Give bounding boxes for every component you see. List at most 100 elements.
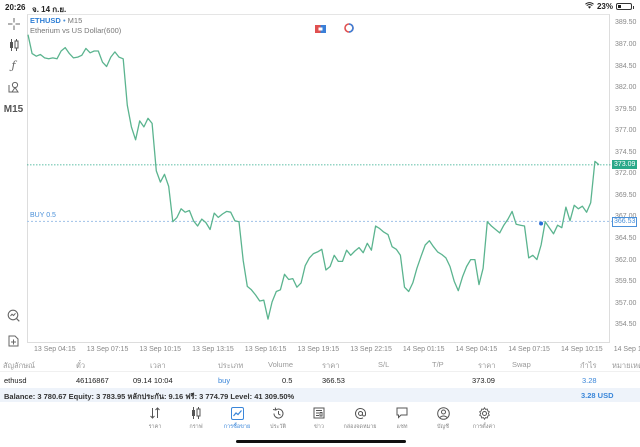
price-tick: 389.50 (615, 19, 637, 27)
tab-news[interactable]: ข่าว (299, 407, 339, 431)
column-header[interactable]: S/L (378, 360, 390, 369)
cell-ticket: 46116867 (76, 376, 109, 385)
price-tick: 362.00 (615, 256, 637, 264)
candlestick-icon[interactable] (0, 39, 27, 54)
time-tick: 13 Sep 16:15 (244, 346, 287, 353)
tab-quotes[interactable]: ราคา (135, 407, 175, 431)
quotes-icon (135, 407, 175, 421)
news-icon (299, 407, 339, 421)
time-tick: 14 Sep 01:15 (402, 346, 445, 353)
chart-icon (176, 407, 216, 421)
column-header[interactable]: ประเภท (218, 361, 244, 370)
time-tick: 13 Sep 07:15 (86, 346, 129, 353)
time-tick: 13 Sep 04:15 (34, 346, 76, 353)
column-header[interactable]: สัญลักษณ์ (3, 361, 36, 370)
chart-search-icon[interactable] (0, 309, 27, 325)
cell-time: 09.14 10:04 (133, 376, 173, 385)
depth-of-market-icon[interactable] (344, 20, 354, 38)
add-indicator-icon[interactable] (0, 335, 27, 350)
price-tick: 367.00 (615, 213, 636, 220)
tab-label: การตั้งค่า (472, 424, 496, 430)
time-axis[interactable]: 13 Sep 04:15 13 Sep 07:15 13 Sep 10:15 13 S… (27, 345, 640, 355)
tab-chat[interactable]: แชท (382, 407, 422, 431)
objects-icon[interactable] (0, 81, 27, 96)
price-tick: 354.50 (615, 321, 637, 329)
history-icon (258, 407, 298, 421)
time-tick: 14 Sep 10:15 (561, 346, 603, 353)
cell-type: buy (218, 376, 231, 385)
column-header[interactable]: กำไร (580, 361, 597, 370)
time-tick: 14 Sep 13:15 (613, 346, 640, 353)
table-header: สัญลักษณ์ ตั๋ว เวลา ประเภท Volume ราคา S/L T/P ร… (0, 356, 640, 372)
one-click-trading-icon[interactable] (315, 20, 326, 38)
price-tick: 387.00 (615, 41, 637, 48)
trade-icon (217, 407, 257, 421)
chat-icon (382, 407, 422, 421)
tab-history[interactable]: ประวัติ (258, 407, 298, 431)
crosshair-icon[interactable] (0, 18, 27, 33)
buy-price-tag: 366.53 (612, 217, 638, 228)
column-header[interactable]: Volume (268, 360, 294, 369)
battery-icon (616, 3, 634, 10)
account-summary: Balance: 3 780.67 Equity: 3 783.95 หลักป… (0, 388, 640, 402)
table-row[interactable]: ethusd 46116867 09.14 10:04 buy 0.5 366.53 373… (0, 372, 640, 388)
price-tick: 364.50 (615, 234, 637, 242)
price-tick: 359.50 (615, 278, 637, 286)
tab-chart[interactable]: กราฟ (176, 407, 216, 431)
tab-label: ราคา (148, 424, 162, 430)
time-tick: 14 Sep 04:15 (455, 346, 498, 353)
cell-price: 373.09 (472, 376, 495, 385)
current-price-tag: 373.09 (612, 160, 638, 170)
tab-label: ประวัติ (269, 424, 287, 430)
tab-trade[interactable]: การซื้อขาย (217, 407, 257, 431)
column-header[interactable]: หมายเหตุ (612, 361, 640, 370)
tab-settings[interactable]: การตั้งค่า (464, 406, 504, 431)
price-tick: 384.50 (615, 62, 637, 70)
bottom-tab-bar: ราคา กราฟ การซื้อขาย ประวัติ ข่าว กล่องจดหมาย… (0, 404, 640, 447)
price-tick: 379.50 (615, 105, 637, 113)
timeframe-button[interactable]: M15 (3, 104, 24, 115)
home-indicator (236, 440, 406, 443)
price-axis[interactable]: 389.50 387.00 384.50 382.00 379.50 377.00 374.… (614, 14, 640, 344)
positions-table: สัญลักษณ์ ตั๋ว เวลา ประเภท Volume ราคา S/L T/P ร… (0, 356, 640, 388)
total-profit: 3.28 USD (581, 391, 614, 400)
time-tick: 13 Sep 13:15 (192, 346, 234, 353)
price-tick: 357.00 (615, 299, 637, 307)
date: จ. 14 ก.ย. (32, 5, 67, 14)
symbol-timeframe: M15 (67, 16, 83, 25)
tab-label: บัญชี (437, 424, 449, 430)
tab-label: ข่าว (314, 424, 324, 430)
column-header[interactable]: ตั๋ว (76, 361, 86, 370)
symbol-name: ETHUSD (30, 16, 61, 25)
time-tick: 13 Sep 19:15 (297, 346, 340, 353)
column-header[interactable]: ราคา (478, 361, 496, 370)
function-icon[interactable]: ƒ (11, 59, 16, 72)
tab-mailbox[interactable]: กล่องจดหมาย (340, 407, 380, 431)
column-header[interactable]: ราคา (322, 361, 340, 370)
column-header[interactable]: Swap (512, 360, 531, 369)
price-tick: 369.50 (615, 191, 637, 199)
cell-symbol: ethusd (4, 376, 27, 385)
battery-percent: 23% (596, 2, 613, 11)
chart-plot-area[interactable] (27, 14, 610, 343)
price-tick: 382.00 (615, 84, 637, 92)
time-tick: 13 Sep 22:15 (350, 346, 392, 353)
buy-order-label[interactable]: BUY 0.5 (30, 212, 56, 220)
entry-marker (539, 221, 544, 226)
chart-toolbar: ƒ M15 (0, 14, 27, 352)
mailbox-icon (340, 407, 380, 421)
column-header[interactable]: T/P (432, 360, 444, 369)
column-header[interactable]: เวลา (150, 361, 166, 370)
tab-label: แชท (396, 424, 408, 430)
cell-profit: 3.28 (582, 376, 597, 385)
tab-label: กล่องจดหมาย (343, 424, 377, 430)
balance-text: Balance: 3 780.67 Equity: 3 783.95 หลักป… (4, 392, 295, 401)
price-tick: 372.00 (615, 170, 637, 178)
symbol-header: ETHUSD • M15 Etherium vs US Dollar(600) (30, 16, 121, 35)
chart-top-icons (315, 20, 354, 38)
tab-account[interactable]: บัญชี (423, 407, 463, 431)
price-line (27, 34, 612, 320)
cell-volume: 0.5 (282, 376, 293, 385)
cell-open-price: 366.53 (322, 376, 345, 385)
price-chart[interactable]: ETHUSD • M15 Etherium vs US Dollar(600) … (27, 14, 640, 354)
